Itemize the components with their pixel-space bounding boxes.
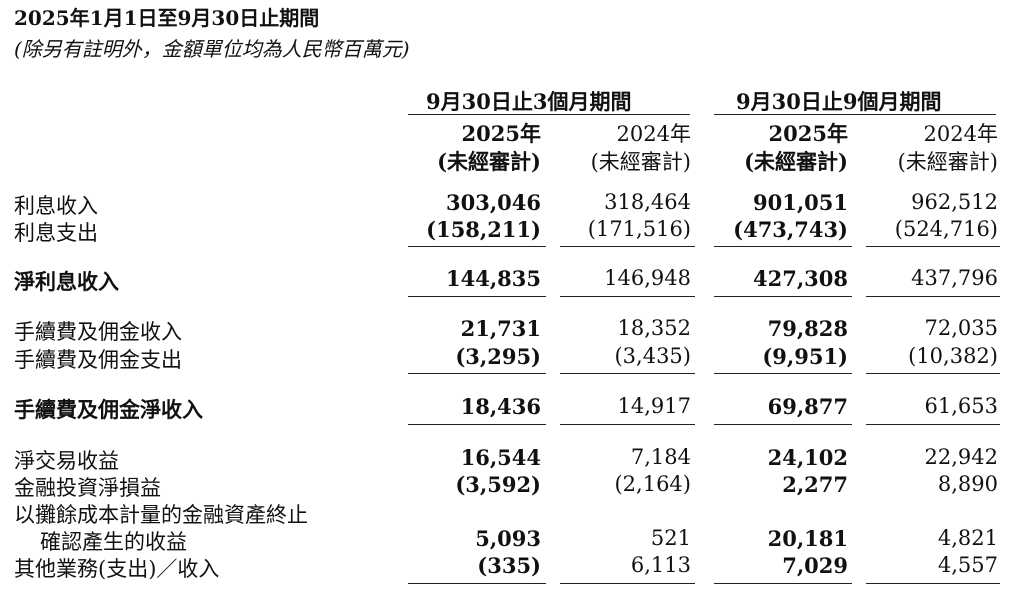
total-rule	[866, 424, 1000, 425]
row-label: 手續費及佣金支出	[14, 348, 182, 372]
cell: 69,877	[767, 394, 848, 419]
cell: 22,942	[924, 445, 998, 469]
cell: (9,951)	[762, 344, 848, 369]
subtotal-rule	[408, 373, 546, 374]
cell: 18,436	[460, 394, 541, 419]
cell: (3,295)	[455, 344, 541, 369]
subtotal-rule	[866, 583, 1000, 584]
cell: (171,516)	[587, 217, 691, 241]
subtotal-rule	[560, 583, 695, 584]
col3-audit: (未經審計)	[744, 149, 848, 174]
col1-year: 2025年	[461, 121, 541, 146]
total-rule	[408, 424, 546, 425]
subtotal-rule	[714, 246, 852, 247]
cell: (3,435)	[614, 344, 691, 368]
total-rule	[714, 424, 852, 425]
cell: 962,512	[911, 190, 998, 214]
header-9-month-period: 9月30日止9個月期間	[736, 89, 942, 114]
subtotal-rule	[560, 373, 695, 374]
cell: 24,102	[767, 445, 848, 470]
cell: 2,277	[782, 472, 848, 497]
row-label: 金融投資淨損益	[14, 476, 161, 500]
cell: 7,029	[782, 553, 848, 578]
cell: 21,731	[460, 316, 541, 341]
row-label: 以攤餘成本計量的金融資產終止	[14, 503, 308, 527]
row-label: 利息收入	[14, 194, 98, 218]
cell: (335)	[477, 553, 541, 578]
row-label: 淨交易收益	[14, 449, 119, 473]
cell: (10,382)	[908, 344, 998, 368]
cell: 437,796	[911, 266, 998, 290]
cell: 318,464	[604, 190, 691, 214]
cell: (524,716)	[894, 217, 998, 241]
subtotal-rule	[866, 246, 1000, 247]
cell: 4,821	[937, 526, 998, 550]
row-label: 手續費及佣金收入	[14, 320, 182, 344]
col2-year: 2024年	[616, 122, 691, 146]
row-label: 淨利息收入	[14, 269, 119, 294]
cell: 521	[650, 526, 691, 550]
cell: (158,211)	[426, 217, 541, 242]
total-rule	[714, 296, 852, 297]
total-rule	[560, 296, 695, 297]
row-label: 利息支出	[14, 221, 98, 245]
row-label: 確認產生的收益	[40, 530, 187, 554]
col4-year: 2024年	[923, 122, 998, 146]
total-rule	[866, 296, 1000, 297]
cell: 303,046	[446, 190, 541, 215]
cell: 6,113	[630, 553, 691, 577]
subtotal-rule	[714, 373, 852, 374]
cell: (473,743)	[733, 217, 848, 242]
row-label: 其他業務(支出)／收入	[14, 557, 220, 581]
cell: 146,948	[604, 266, 691, 290]
cell: 18,352	[617, 316, 691, 340]
col3-year: 2025年	[768, 121, 848, 146]
statement-period-title: 2025年1月1日至9月30日止期間	[14, 6, 320, 30]
subtotal-rule	[714, 583, 852, 584]
row-label: 手續費及佣金淨收入	[14, 397, 203, 422]
total-rule	[560, 424, 695, 425]
currency-note: (除另有註明外，金額單位均為人民幣百萬元)	[14, 37, 410, 61]
cell: 427,308	[753, 266, 848, 291]
cell: 72,035	[924, 316, 998, 340]
total-rule	[408, 296, 546, 297]
cell: 7,184	[630, 445, 691, 469]
cell: 8,890	[937, 472, 998, 496]
header-rule-9m	[714, 114, 996, 115]
subtotal-rule	[408, 583, 546, 584]
col2-audit: (未經審計)	[590, 150, 691, 174]
subtotal-rule	[408, 246, 546, 247]
col4-audit: (未經審計)	[897, 150, 998, 174]
subtotal-rule	[866, 373, 1000, 374]
cell: 14,917	[617, 394, 691, 418]
cell: 144,835	[446, 266, 541, 291]
cell: 20,181	[767, 526, 848, 551]
header-3-month-period: 9月30日止3個月期間	[426, 89, 632, 114]
cell: (2,164)	[614, 472, 691, 496]
cell: 79,828	[767, 316, 848, 341]
subtotal-rule	[560, 246, 695, 247]
cell: 61,653	[924, 394, 998, 418]
cell: (3,592)	[455, 472, 541, 497]
cell: 16,544	[460, 445, 541, 470]
cell: 901,051	[753, 190, 848, 215]
header-rule-3m	[408, 114, 690, 115]
cell: 4,557	[937, 553, 998, 577]
cell: 5,093	[475, 526, 541, 551]
col1-audit: (未經審計)	[437, 149, 541, 174]
